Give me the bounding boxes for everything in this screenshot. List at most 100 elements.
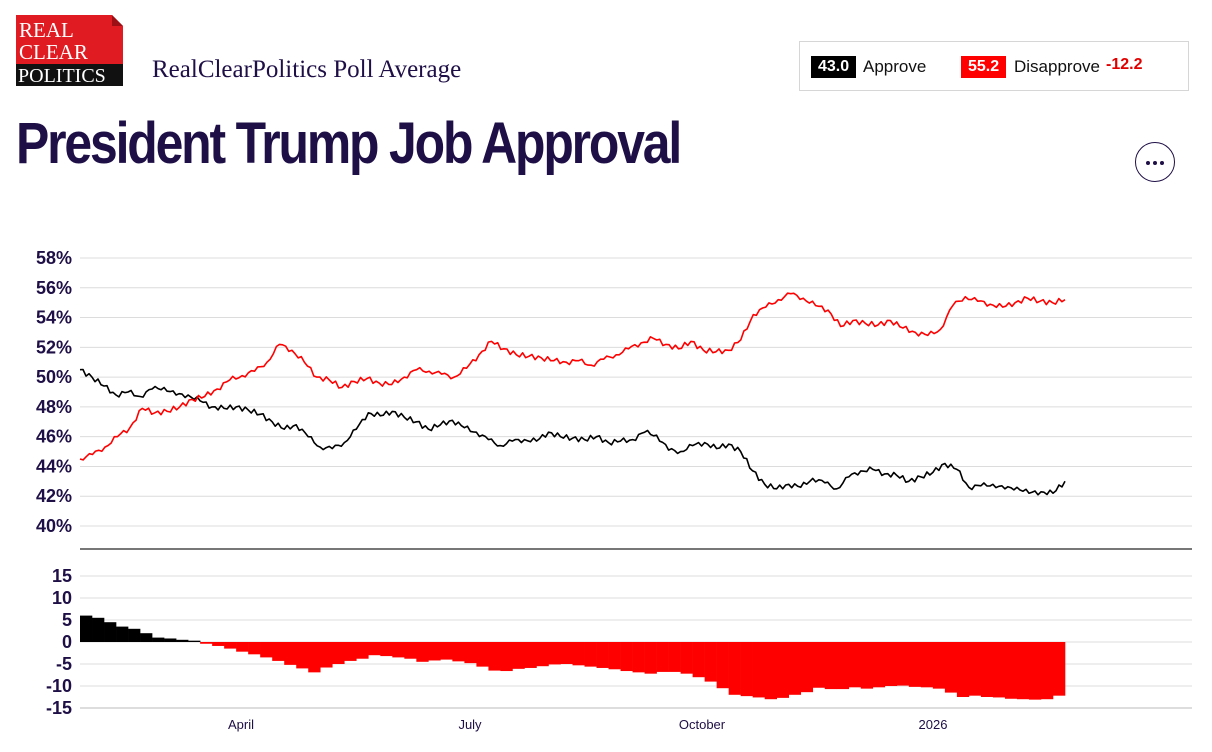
spread-bar: [896, 642, 910, 686]
spread-bar: [596, 642, 609, 668]
y-tick-label: 42%: [36, 486, 72, 506]
spread-bar: [788, 642, 802, 695]
spread-bar: [932, 642, 946, 689]
spread-bar: [92, 617, 105, 642]
y-tick-label: -5: [56, 654, 72, 674]
spread-bar: [920, 642, 934, 688]
spread-bar: [260, 642, 273, 658]
spread-value: -12.2: [1106, 56, 1143, 73]
spread-bar: [680, 642, 693, 674]
y-tick-label: 0: [62, 632, 72, 652]
y-tick-label: 15: [52, 566, 72, 586]
spread-bar: [1052, 642, 1066, 696]
poll-average-subtitle: RealClearPolitics Poll Average: [152, 56, 462, 83]
spread-bar: [512, 642, 525, 669]
spread-bar: [548, 642, 561, 665]
spread-bar: [272, 642, 285, 661]
spread-bar: [176, 639, 189, 642]
y-tick-label: 58%: [36, 248, 72, 268]
spread-bar: [476, 642, 489, 667]
y-tick-label: 54%: [36, 308, 72, 328]
spread-bar: [296, 642, 309, 669]
spread-bar: [416, 642, 429, 662]
spread-bar: [620, 642, 633, 672]
spread-bar: [428, 642, 441, 661]
spread-bar: [584, 642, 597, 667]
spread-bar: [1028, 642, 1042, 700]
spread-bar: [380, 642, 393, 657]
approval-chart: 58%56%54%52%50%48%46%44%42%40%151050-5-1…: [36, 248, 1192, 732]
spread-bar: [716, 642, 729, 689]
spread-bar: [704, 642, 717, 682]
page-title: President Trump Job Approval: [16, 111, 682, 176]
spread-bar: [764, 642, 778, 700]
spread-bar: [980, 642, 994, 697]
logo-text-real: REAL: [19, 18, 74, 42]
logo-text-politics: POLITICS: [18, 65, 106, 86]
spread-bar: [392, 642, 405, 658]
spread-bar: [200, 642, 213, 644]
spread-bar: [800, 642, 814, 693]
y-tick-label: 10: [52, 588, 72, 608]
spread-bar: [728, 642, 741, 695]
y-tick-label: -10: [46, 676, 72, 696]
spread-bar: [236, 642, 249, 652]
disapprove-label: Disapprove: [1014, 57, 1100, 76]
spread-bar: [1040, 642, 1054, 700]
spread-bar: [524, 642, 537, 668]
spread-bar: [140, 633, 153, 642]
logo-text-clear: CLEAR: [19, 40, 88, 64]
spread-bar: [884, 642, 898, 686]
approve-label: Approve: [863, 57, 927, 76]
spread-bar: [956, 642, 970, 697]
spread-bar: [992, 642, 1006, 698]
spread-bar: [284, 642, 297, 665]
y-tick-label: 52%: [36, 337, 72, 357]
spread-bar: [812, 642, 826, 688]
spread-bar: [248, 642, 261, 655]
x-tick-label: April: [228, 717, 254, 732]
spread-bar: [908, 642, 922, 687]
spread-bar: [824, 642, 838, 690]
spread-bar: [836, 642, 850, 690]
y-tick-label: 56%: [36, 278, 72, 298]
y-tick-label: 40%: [36, 516, 72, 536]
x-tick-label: 2026: [919, 717, 948, 732]
spread-bar: [752, 642, 765, 698]
y-tick-label: -15: [46, 698, 72, 718]
spread-bar: [344, 642, 357, 661]
spread-bar: [536, 642, 549, 667]
spread-bar: [464, 642, 477, 664]
spread-bar: [968, 642, 982, 696]
spread-bar: [692, 642, 705, 678]
poll-summary-box: 43.0 Approve 55.2 Disapprove -12.2: [799, 41, 1189, 91]
spread-bar: [1016, 642, 1030, 700]
spread-bar: [212, 642, 225, 646]
y-tick-label: 44%: [36, 456, 72, 476]
spread-bar: [608, 642, 621, 670]
x-tick-label: October: [679, 717, 726, 732]
approve-line: [79, 368, 1066, 496]
more-options-button[interactable]: [1135, 142, 1175, 182]
disapprove-value-badge: 55.2: [961, 56, 1007, 78]
spread-bar: [560, 642, 573, 664]
spread-bar: [104, 622, 117, 642]
spread-bar: [332, 642, 345, 664]
spread-bar: [308, 642, 321, 673]
realclearpolitics-logo[interactable]: REAL CLEAR POLITICS: [16, 15, 123, 86]
spread-bar: [1004, 642, 1018, 699]
spread-bar: [500, 642, 513, 672]
spread-bar: [656, 642, 669, 672]
spread-bar: [404, 642, 417, 659]
disapprove-line: [79, 292, 1066, 461]
spread-bar: [872, 642, 886, 688]
spread-bar: [128, 628, 141, 642]
spread-bar: [188, 640, 201, 642]
y-tick-label: 46%: [36, 427, 72, 447]
spread-bar: [80, 615, 93, 642]
spread-bar: [164, 638, 177, 642]
spread-bar: [440, 642, 453, 660]
y-tick-label: 5: [62, 610, 72, 630]
spread-bar: [488, 642, 501, 671]
spread-bar: [116, 626, 129, 642]
